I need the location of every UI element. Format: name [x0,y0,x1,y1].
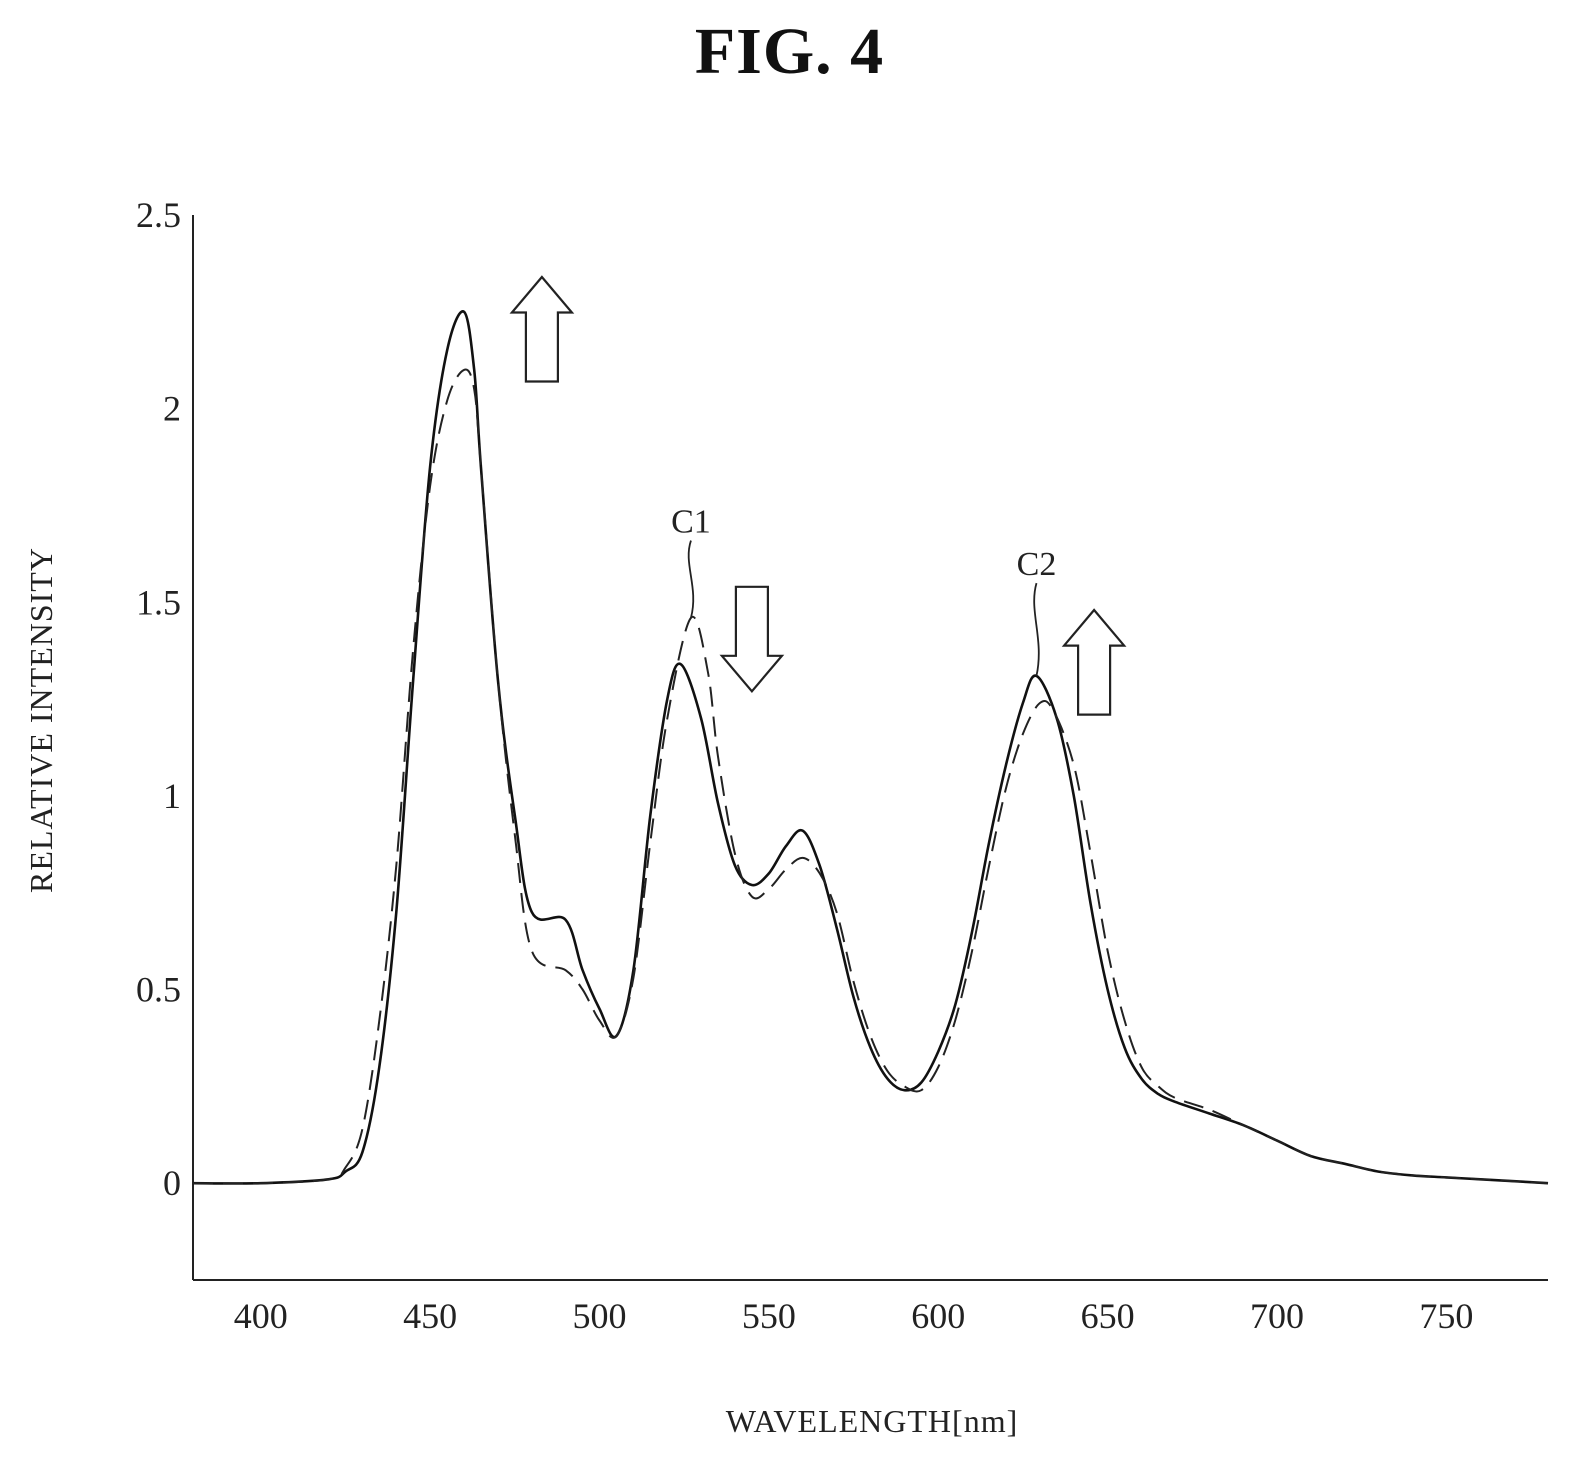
figure-title: FIG. 4 [694,15,885,88]
arrow-down-icon [719,585,785,694]
y-tick-label: 0.5 [136,970,181,1010]
x-tick-label: 450 [403,1296,457,1336]
y-tick-label: 2.5 [136,195,181,235]
annotation-label-c2: C2 [1017,546,1057,583]
annotation-label-c1: C1 [671,504,711,541]
arrow-up-icon [1061,608,1127,716]
y-axis-title: RELATIVE INTENSITY [23,547,59,893]
x-tick-label: 500 [573,1296,627,1336]
x-tick-label: 650 [1081,1296,1135,1336]
arrow-up-icon [509,275,575,383]
x-axis-title: WAVELENGTH[nm] [726,1403,1018,1439]
x-tick-label: 400 [234,1296,288,1336]
chart-axes [192,215,1548,1281]
x-tick-label: 550 [742,1296,796,1336]
y-tick-label: 1 [163,776,181,816]
x-tick-label: 600 [911,1296,965,1336]
chart-series [192,310,1549,1185]
x-tick-label: 750 [1419,1296,1473,1336]
y-tick-label: 2 [163,389,181,429]
chart-arrows [509,275,1127,716]
x-tick-label: 700 [1250,1296,1304,1336]
y-tick-label: 1.5 [136,582,181,622]
annotation-leader-c2 [1033,582,1040,677]
y-tick-label: 0 [163,1163,181,1203]
chart-ticks: 400 450 500 550 600 650 700 750 0 0.5 1 1.5 2 2.5 [136,195,1473,1336]
solid-spectrum-line [192,310,1549,1185]
annotation-leader-c1 [687,540,695,618]
dashed-spectrum-line [192,368,1549,1185]
chart-annotations: C1 C2 [671,504,1057,677]
